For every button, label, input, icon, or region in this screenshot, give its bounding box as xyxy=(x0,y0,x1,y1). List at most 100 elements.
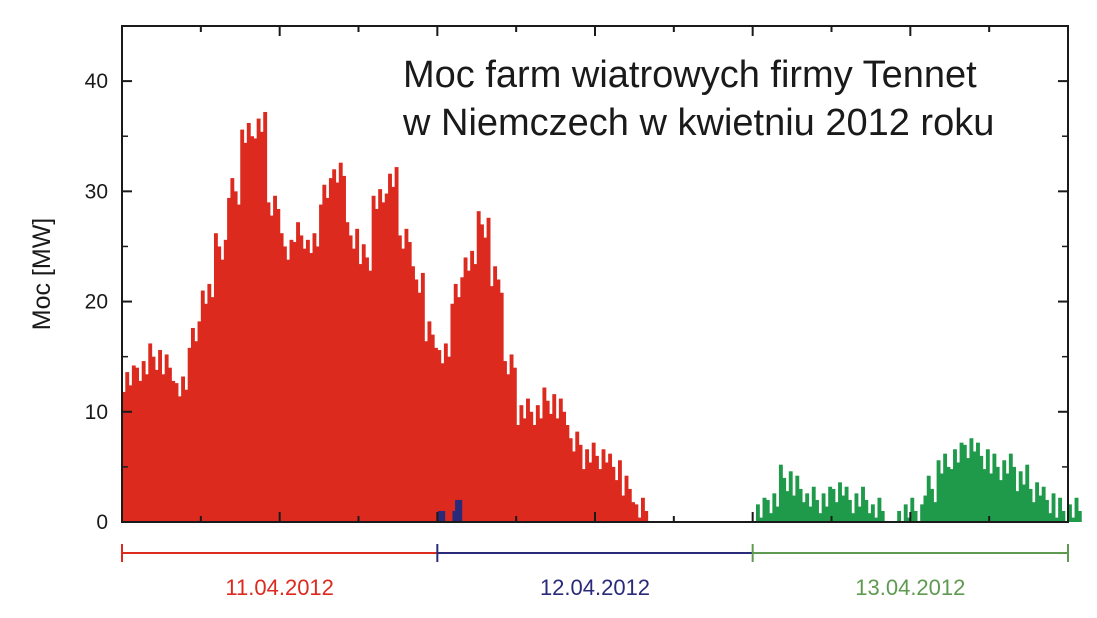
y-tick-label: 30 xyxy=(85,180,108,203)
bar xyxy=(489,286,494,522)
bar xyxy=(516,425,521,522)
bar xyxy=(1035,482,1040,522)
date-segment-label: 12.04.2012 xyxy=(540,575,650,600)
bar xyxy=(562,411,567,522)
bar xyxy=(979,455,984,522)
bar xyxy=(458,499,463,522)
x-axis xyxy=(121,26,1069,522)
bar xyxy=(555,418,560,522)
bar xyxy=(158,350,163,522)
bar xyxy=(624,475,629,522)
bar xyxy=(122,391,126,522)
bar xyxy=(401,248,406,522)
bar xyxy=(368,270,373,522)
bar xyxy=(581,469,586,522)
bar xyxy=(503,361,507,522)
bar xyxy=(453,283,458,522)
bar xyxy=(578,444,583,522)
bar xyxy=(985,449,990,522)
bar xyxy=(1071,517,1076,522)
bar xyxy=(227,197,231,523)
chart-title-line-1: Moc farm wiatrowych firmy Tennet xyxy=(403,54,977,96)
bar xyxy=(128,385,133,522)
bar xyxy=(371,195,376,522)
bar xyxy=(867,513,872,522)
bar xyxy=(210,297,215,522)
bar xyxy=(506,374,511,522)
bar xyxy=(778,464,783,522)
bar xyxy=(233,191,238,523)
bar xyxy=(381,202,386,522)
bar xyxy=(811,486,816,522)
bar xyxy=(838,482,842,522)
y-tick-label: 10 xyxy=(85,401,108,424)
bar xyxy=(437,510,442,522)
bar xyxy=(989,473,994,522)
bar xyxy=(880,510,885,522)
y-axis-label: Moc [MW] xyxy=(28,218,56,331)
bar xyxy=(342,175,346,522)
bar xyxy=(956,462,961,522)
bar xyxy=(319,204,323,522)
bar xyxy=(795,475,800,522)
bar xyxy=(1051,493,1056,522)
bar xyxy=(427,321,432,522)
bar xyxy=(529,411,534,522)
y-tick-label: 40 xyxy=(85,70,108,93)
bar xyxy=(854,493,859,522)
bar xyxy=(755,504,760,522)
bar xyxy=(614,480,619,522)
bar xyxy=(441,510,446,522)
bar xyxy=(821,493,826,522)
bar xyxy=(282,246,287,522)
bar xyxy=(512,367,517,522)
bars-layer xyxy=(122,111,1082,523)
bar xyxy=(184,389,189,522)
bar xyxy=(631,502,636,522)
bar xyxy=(782,477,787,522)
bar xyxy=(338,162,343,523)
bar xyxy=(197,321,202,522)
bar xyxy=(575,431,580,522)
bar xyxy=(305,239,310,522)
bar xyxy=(148,343,153,522)
bar xyxy=(772,493,777,522)
date-segment-label: 13.04.2012 xyxy=(855,575,965,600)
bar xyxy=(936,460,941,522)
bar xyxy=(315,246,320,522)
bar xyxy=(1002,460,1007,522)
bar xyxy=(407,242,412,522)
bar xyxy=(568,438,573,522)
bar xyxy=(365,257,369,522)
bar xyxy=(824,506,829,522)
bar xyxy=(174,383,179,522)
bar xyxy=(1038,495,1043,522)
bar xyxy=(292,242,297,522)
bar xyxy=(151,356,156,522)
bar xyxy=(335,182,340,522)
bar xyxy=(621,495,626,522)
bar xyxy=(545,400,550,522)
bar xyxy=(949,469,954,522)
bar xyxy=(374,208,379,523)
bar xyxy=(588,462,593,522)
bar xyxy=(913,510,918,522)
bar xyxy=(476,211,481,522)
bar xyxy=(953,449,957,522)
bar xyxy=(250,136,254,522)
bar xyxy=(309,253,314,522)
bar xyxy=(348,235,353,522)
bar xyxy=(798,488,803,522)
bar xyxy=(598,469,603,522)
bar xyxy=(378,189,383,522)
bar xyxy=(903,504,908,522)
bar xyxy=(558,398,563,522)
bar xyxy=(230,178,235,522)
bar xyxy=(1074,497,1079,522)
bar xyxy=(759,517,764,522)
bar xyxy=(765,499,770,522)
bar xyxy=(322,184,327,522)
bar xyxy=(962,444,967,522)
bar xyxy=(220,259,225,522)
bar xyxy=(266,202,271,522)
